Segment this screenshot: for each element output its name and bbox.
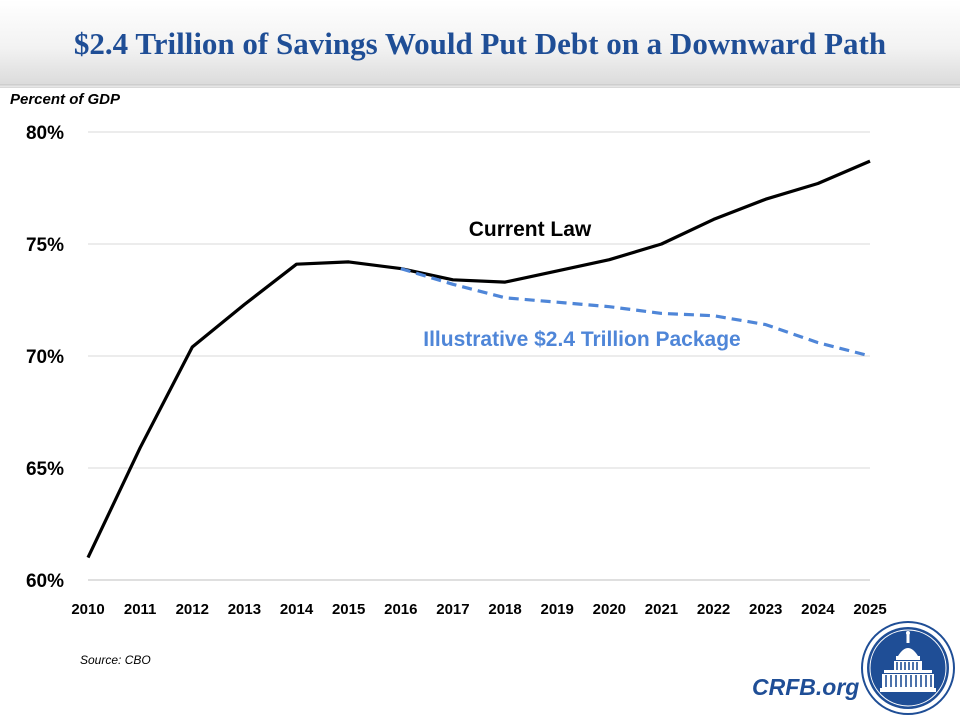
title-divider [0,84,960,87]
y-tick-label: 70% [26,347,64,368]
package-label: Illustrative $2.4 Trillion Package [423,328,740,351]
y-axis-label: Percent of GDP [10,91,121,108]
x-tick-label: 2025 [853,601,886,618]
series-labels: Current Law Illustrative $2.4 Trillion Pa… [423,218,740,351]
series-lines [86,159,871,559]
x-tick-label: 2018 [488,601,521,618]
x-tick-labels: 2010 2011 2012 2013 2014 2015 2016 2017 2018 2019… [71,601,886,618]
x-tick-label: 2023 [749,601,782,618]
package-line [400,267,871,358]
x-tick-label: 2019 [541,601,574,618]
current-law-label: Current Law [469,218,592,241]
x-tick-label: 2014 [280,601,314,618]
x-tick-label: 2020 [593,601,626,618]
x-tick-label: 2010 [71,601,104,618]
x-tick-label: 2013 [228,601,261,618]
x-tick-label: 2022 [697,601,730,618]
y-tick-label: 80% [26,123,64,144]
x-tick-label: 2024 [801,601,835,618]
x-tick-label: 2021 [645,601,678,618]
x-tick-label: 2017 [436,601,469,618]
x-tick-label: 2012 [176,601,209,618]
x-tick-label: 2015 [332,601,365,618]
x-tick-label: 2016 [384,601,417,618]
y-tick-label: 65% [26,459,64,480]
capitol-dome-seal-icon [861,621,955,715]
chart-title: $2.4 Trillion of Savings Would Put Debt … [0,0,960,88]
y-tick-labels: 60% 65% 70% 75% 80% [26,123,64,592]
y-tick-label: 60% [26,571,64,592]
source-note: Source: CBO [80,653,151,667]
current-law-line [86,159,871,559]
gridlines [88,131,870,581]
brand-link[interactable]: CRFB.org [752,674,860,700]
y-tick-label: 75% [26,235,64,256]
x-tick-label: 2011 [124,601,157,618]
